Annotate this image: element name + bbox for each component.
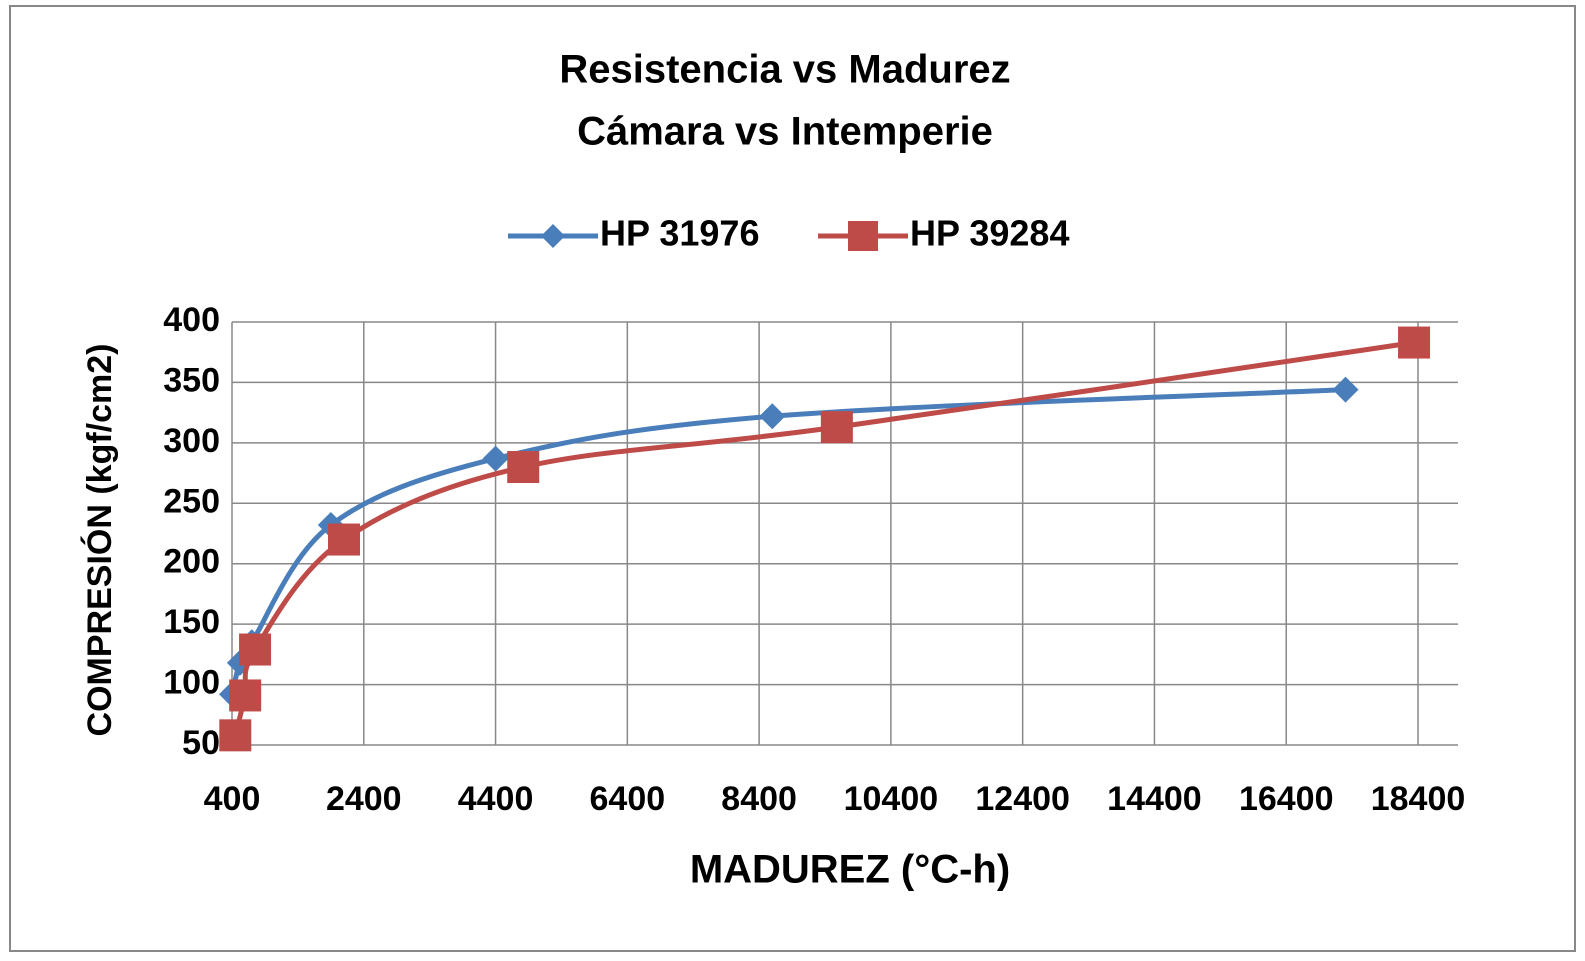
x-tick-label: 8400 xyxy=(721,780,797,818)
marker xyxy=(219,719,252,752)
chart-title: Resistencia vs Madurez xyxy=(559,48,1010,92)
x-tick-label: 4400 xyxy=(458,780,534,818)
marker xyxy=(482,445,509,472)
x-tick-label: 12400 xyxy=(975,780,1070,818)
x-tick-label: 16400 xyxy=(1239,780,1334,818)
y-tick-label: 350 xyxy=(163,361,220,399)
y-tick-label: 150 xyxy=(163,603,220,641)
y-tick-label: 50 xyxy=(182,724,220,762)
y-axis-label: COMPRESIÓN (kgf/cm2) xyxy=(81,344,119,737)
series-line xyxy=(232,340,1415,736)
marker xyxy=(229,679,262,712)
y-tick-label: 100 xyxy=(163,664,220,702)
legend-label: HP 39284 xyxy=(910,213,1069,254)
y-tick-label: 300 xyxy=(163,422,220,460)
marker xyxy=(820,411,853,444)
legend-marker xyxy=(541,224,565,248)
y-tick-label: 250 xyxy=(163,482,220,520)
legend-label: HP 31976 xyxy=(600,213,759,254)
marker xyxy=(1398,326,1431,359)
marker xyxy=(507,451,540,484)
marker xyxy=(328,523,361,556)
y-tick-label: 200 xyxy=(163,543,220,581)
x-tick-label: 2400 xyxy=(326,780,402,818)
x-tick-label: 6400 xyxy=(590,780,666,818)
marker xyxy=(759,403,786,430)
x-tick-label: 14400 xyxy=(1107,780,1202,818)
marker xyxy=(239,633,272,666)
legend-marker xyxy=(848,221,878,251)
chart-subtitle: Cámara vs Intemperie xyxy=(577,110,993,154)
x-tick-label: 400 xyxy=(204,780,261,818)
x-tick-label: 18400 xyxy=(1371,780,1466,818)
x-axis-label: MADUREZ (°C-h) xyxy=(690,848,1010,892)
marker xyxy=(1332,376,1359,403)
y-tick-label: 400 xyxy=(163,301,220,339)
x-tick-label: 10400 xyxy=(844,780,939,818)
chart-frame xyxy=(9,5,1576,952)
